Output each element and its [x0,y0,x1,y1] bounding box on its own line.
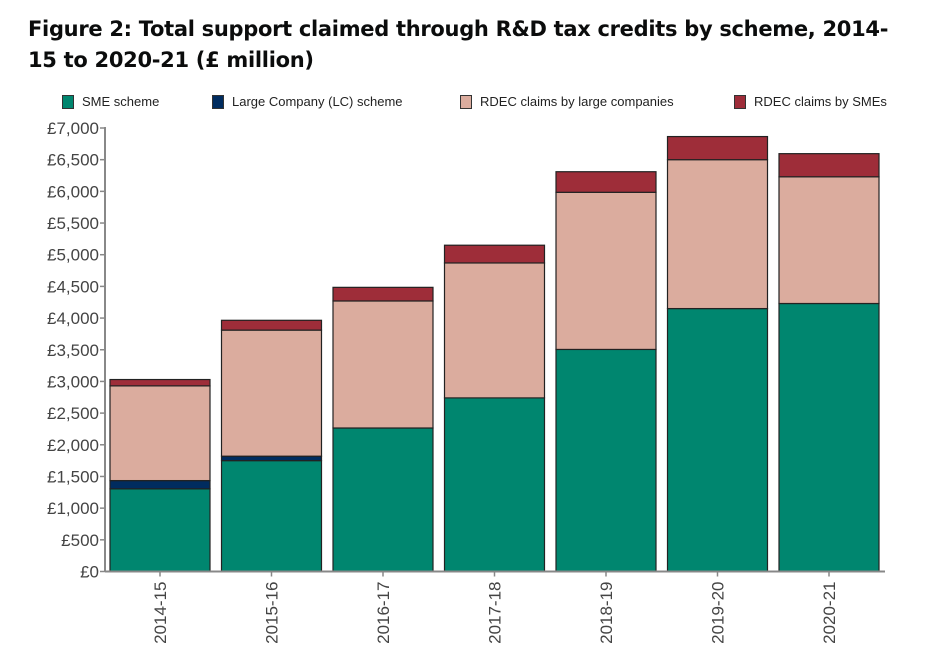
bar-segment-rdec-claims-by-smes-2014-15 [109,378,211,387]
bar-segment-sme-scheme-2017-18 [443,397,546,573]
y-tick-label: £0 [80,563,99,582]
y-tick-label: £6,500 [47,151,99,170]
bar-segment-rdec-claims-by-large-companies-2020-21 [778,176,880,305]
y-tick-label: £3,000 [47,372,99,391]
y-tick-label: £1,500 [47,467,99,486]
legend-label: RDEC claims by SMEs [754,94,887,109]
legend-label: SME scheme [82,94,160,109]
y-tick-label: £6,000 [47,182,99,201]
bar-segment-sme-scheme-2015-16 [220,460,323,573]
bar-segment-rdec-claims-by-large-companies-2014-15 [109,385,211,482]
bar-segment-rdec-claims-by-smes-2020-21 [778,153,880,178]
y-tick-label: £4,000 [47,309,99,328]
x-tick-label: 2020-21 [820,582,839,644]
x-tick-label: 2019-20 [709,582,728,644]
y-tick-label: £5,500 [47,214,99,233]
y-tick-label: £500 [61,531,99,550]
y-tick-label: £3,500 [47,341,99,360]
legend-swatch-rdec-smes [734,94,746,109]
y-tick-label: £7,000 [47,119,99,138]
bar-segment-rdec-claims-by-smes-2019-20 [666,135,769,161]
y-tick-label: £5,000 [47,246,99,265]
bar-segment-large-company-lc-scheme-2015-16 [220,455,323,462]
bar-segment-sme-scheme-2016-17 [332,427,434,573]
legend-item-sme-scheme: SME scheme [62,94,159,109]
bar-segment-rdec-claims-by-smes-2015-16 [220,319,323,331]
bar-segment-rdec-claims-by-large-companies-2016-17 [332,300,434,429]
bar-segment-rdec-claims-by-large-companies-2019-20 [666,159,769,310]
legend-label: Large Company (LC) scheme [232,94,403,109]
y-tick-label: £4,500 [47,277,99,296]
legend-swatch-lc-scheme [212,94,224,109]
legend: SME scheme Large Company (LC) scheme RDE… [0,94,940,114]
x-tick-label: 2015-16 [263,582,282,644]
bar-segment-rdec-claims-by-smes-2016-17 [332,286,434,302]
legend-item-rdec-smes: RDEC claims by SMEs [734,94,887,109]
legend-item-lc-scheme: Large Company (LC) scheme [212,94,403,109]
x-tick-label: 2014-15 [151,582,170,644]
legend-label: RDEC claims by large companies [480,94,674,109]
bar-segment-rdec-claims-by-large-companies-2015-16 [220,329,323,457]
bar-segment-large-company-lc-scheme-2014-15 [109,479,211,490]
bar-segment-sme-scheme-2019-20 [666,307,769,573]
y-tick-label: £2,000 [47,436,99,455]
chart-title: Figure 2: Total support claimed through … [28,17,889,72]
bar-segment-sme-scheme-2014-15 [109,488,211,573]
x-tick-label: 2017-18 [486,582,505,644]
bar-segment-rdec-claims-by-large-companies-2017-18 [443,262,546,399]
y-tick-label: £2,500 [47,404,99,423]
bar-segment-rdec-claims-by-smes-2017-18 [443,244,546,264]
x-tick-label: 2018-19 [597,582,616,644]
y-tick-label: £1,000 [47,499,99,518]
x-tick-label: 2016-17 [374,582,393,644]
legend-swatch-sme-scheme [62,94,74,109]
bar-segment-rdec-claims-by-large-companies-2018-19 [555,191,657,351]
bar-segment-sme-scheme-2018-19 [555,348,657,573]
bar-segment-rdec-claims-by-smes-2018-19 [555,171,657,193]
bar-segment-sme-scheme-2020-21 [778,302,880,573]
legend-swatch-rdec-large [460,94,472,109]
legend-item-rdec-large: RDEC claims by large companies [460,94,674,109]
